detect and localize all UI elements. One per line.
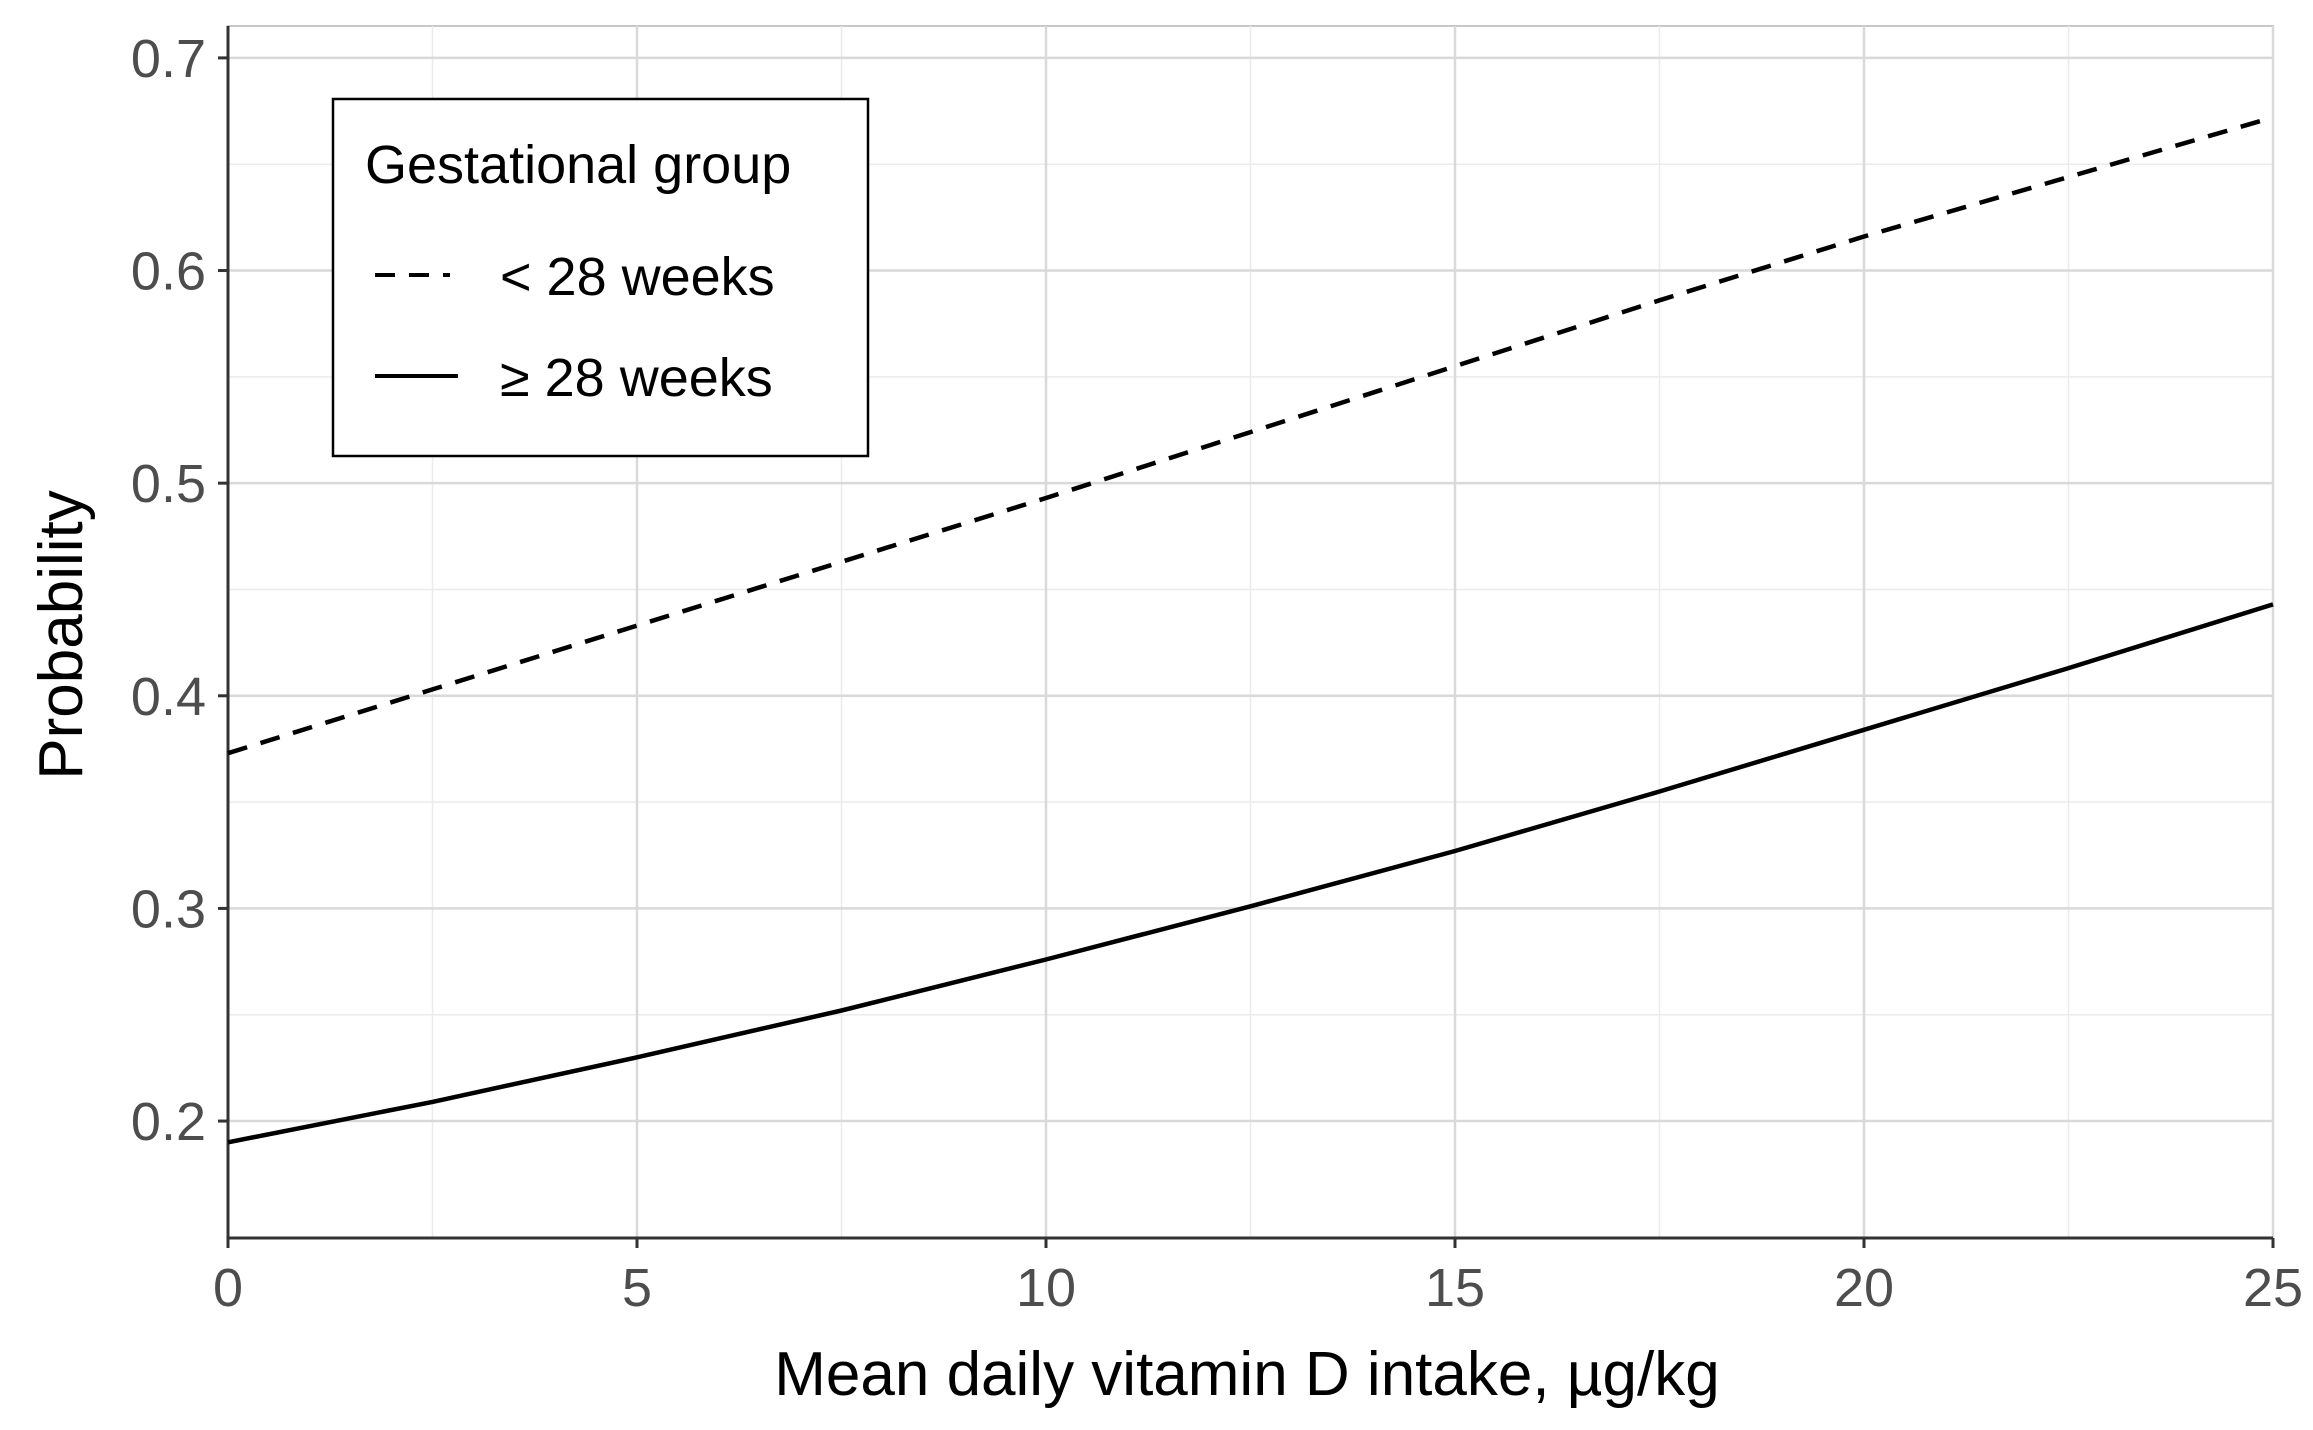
x-tick-label: 10 [1016,1258,1076,1318]
y-tick-label: 0.5 [131,454,206,514]
series-lines [227,115,2274,1145]
y-tick-label: 0.7 [131,29,206,89]
x-tick-label: 15 [1425,1258,1485,1318]
series-line-under-28-weeks [227,115,2274,756]
legend: Gestational group < 28 weeks ≥ 28 weeks [331,97,870,458]
y-tick-label: 0.3 [131,879,206,939]
tick-labels: 0 5 10 15 20 25 0.2 0.3 0.4 0.5 0.6 0.7 [131,29,2303,1318]
legend-box [331,97,870,458]
x-tick-label: 20 [1834,1258,1894,1318]
y-tick-label: 0.4 [131,667,206,727]
legend-title: Gestational group [365,135,791,195]
legend-label-28-plus: ≥ 28 weeks [500,348,773,408]
y-axis-title: Probability [27,490,96,779]
x-axis-title: Mean daily vitamin D intake, µg/kg [774,1340,1719,1409]
legend-label-under-28: < 28 weeks [500,247,775,307]
x-tick-label: 25 [2243,1258,2303,1318]
y-tick-label: 0.2 [131,1092,206,1152]
axes [218,26,2275,1248]
y-tick-label: 0.6 [131,242,206,302]
x-tick-label: 5 [622,1258,652,1318]
x-tick-label: 0 [213,1258,243,1318]
series-line-28-weeks-plus [227,602,2274,1145]
